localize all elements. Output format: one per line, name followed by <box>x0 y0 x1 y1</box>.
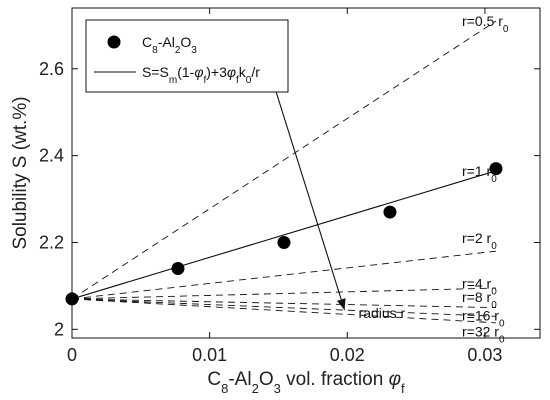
y-axis-label: Solubility S (wt.%) <box>10 96 31 249</box>
legend-marker <box>107 35 121 49</box>
x-tick-label-3: 0.03 <box>467 345 502 365</box>
model-curve-5 <box>71 298 496 317</box>
model-curve-0 <box>71 20 497 300</box>
model-curve-1 <box>71 170 497 300</box>
x-tick-label-0: 0 <box>67 345 77 365</box>
y-tick-label-3: 2.6 <box>39 59 64 79</box>
curve-label-4: r=8 r0 <box>462 289 497 311</box>
legend-label-points: C8-Al2O3 <box>142 34 197 56</box>
radius-arrow-shaft <box>271 77 346 311</box>
plot-frame <box>71 7 541 339</box>
data-point-2 <box>277 235 291 249</box>
curve-label-0: r=0.5 r0 <box>462 13 509 34</box>
curve-label-2: r=2 r0 <box>462 230 497 252</box>
y-tick-label-2: 2.4 <box>39 146 64 166</box>
data-point-3 <box>383 205 397 219</box>
curve-label-5: r=16 r0 <box>462 307 505 329</box>
curve-label-6: r=32 r0 <box>462 323 505 345</box>
data-point-4 <box>489 162 503 176</box>
x-axis-label: C8-Al2O3 vol. fraction φf <box>207 369 405 396</box>
x-tick-label-2: 0.02 <box>330 345 365 365</box>
radius-annotation: radius r <box>359 305 406 321</box>
model-curve-3 <box>71 287 496 300</box>
x-tick-label-1: 0.01 <box>192 345 227 365</box>
curve-label-1: r=1 r0 <box>462 163 497 185</box>
y-tick-label-0: 2 <box>54 319 64 339</box>
data-point-1 <box>171 262 185 276</box>
model-curve-4 <box>71 298 496 309</box>
model-curve-6 <box>71 298 496 324</box>
curve-label-3: r=4 r0 <box>462 276 497 298</box>
legend-box <box>85 19 289 93</box>
legend-label-model: S=Sm(1-φf)+3φfk0/r <box>142 64 260 86</box>
model-curve-2 <box>71 250 497 300</box>
radius-arrow-head <box>336 298 346 310</box>
y-tick-label-1: 2.2 <box>39 232 64 252</box>
